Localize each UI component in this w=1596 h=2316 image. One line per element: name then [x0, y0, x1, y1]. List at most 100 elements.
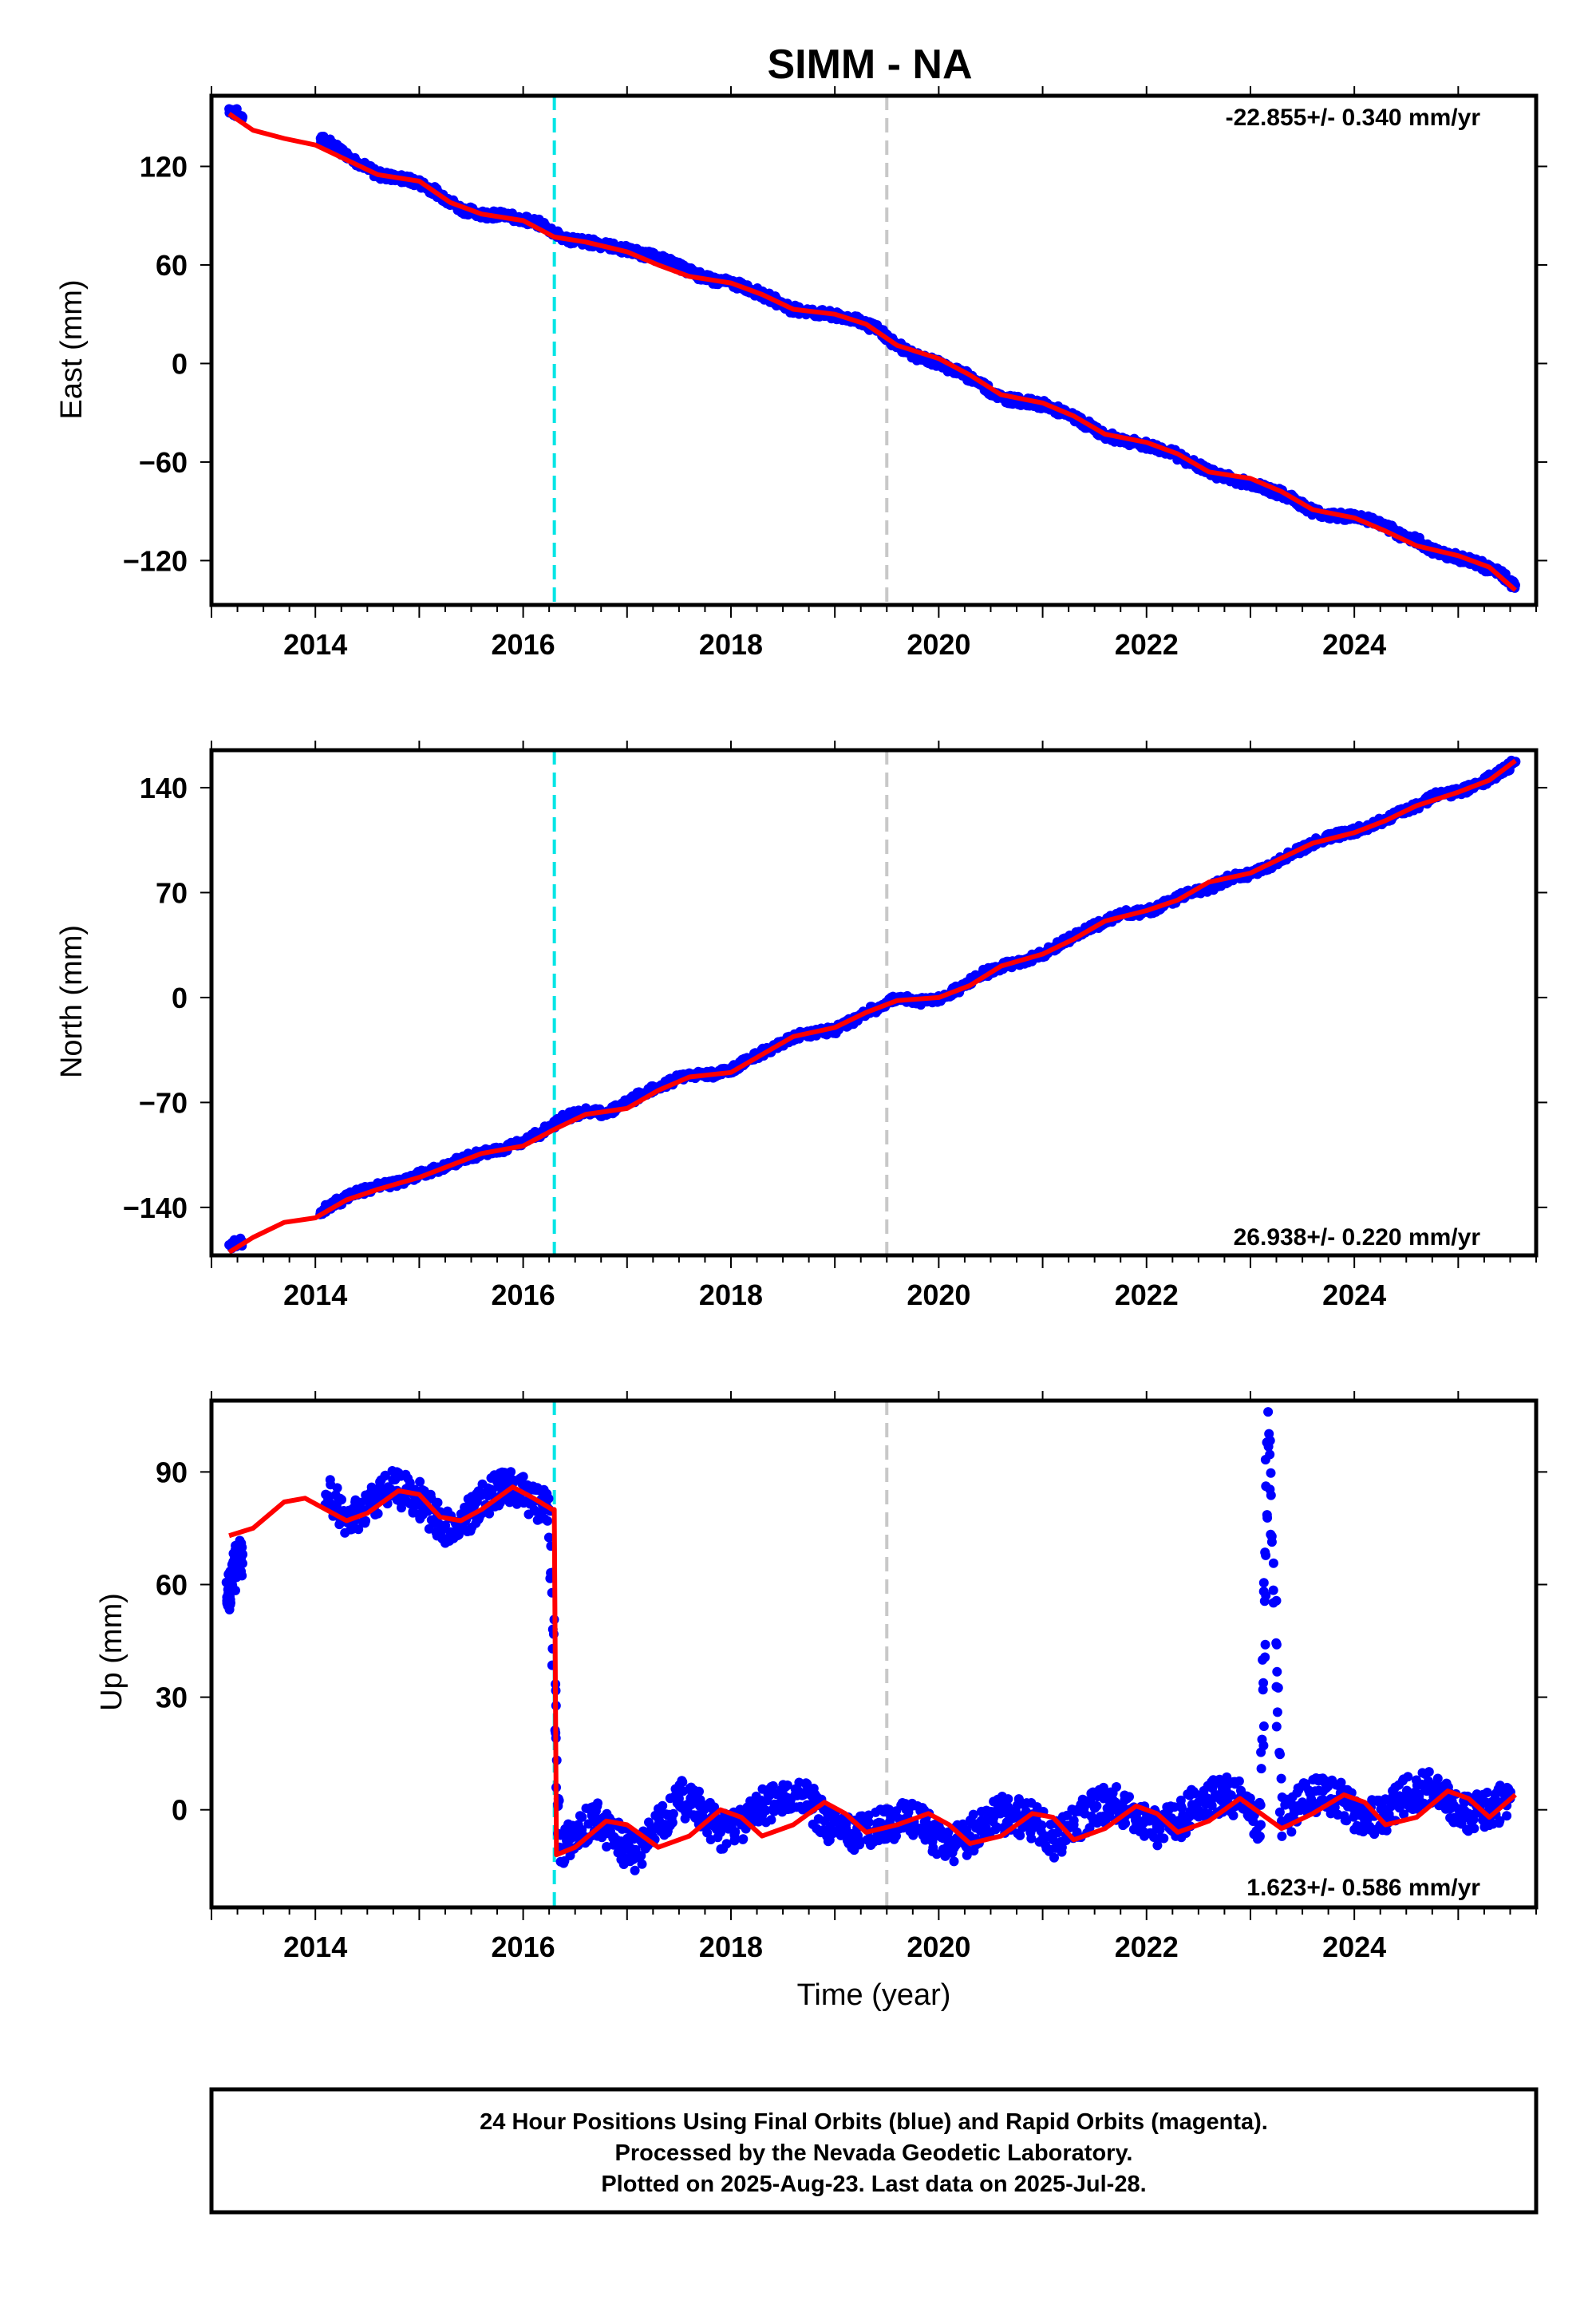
up-data-point [1276, 1773, 1286, 1784]
east-data-points [224, 104, 1520, 593]
up-x-tick-label: 2024 [1322, 1931, 1386, 1963]
east-y-tick-label: 60 [156, 249, 188, 282]
up-data-point [680, 1813, 690, 1824]
up-data-point [1268, 1585, 1278, 1595]
up-data-point [518, 1472, 528, 1482]
north-x-tick-label: 2024 [1322, 1279, 1386, 1311]
east-model-line [227, 112, 1517, 592]
east-x-tick-label: 2020 [907, 628, 970, 661]
east-x-tick-label: 2024 [1322, 628, 1386, 661]
north-rate-label: 26.938+/- 0.220 mm/yr [1234, 1224, 1481, 1251]
up-data-point [543, 1493, 554, 1504]
up-data-point [782, 1780, 792, 1790]
north-y-tick-label: −140 [123, 1192, 188, 1224]
up-data-point [1403, 1772, 1413, 1782]
up-y-tick-label: 30 [156, 1682, 188, 1714]
up-data-point [1443, 1782, 1453, 1792]
up-data-point [768, 1780, 778, 1791]
east-panel: East (mm) -22.855+/- 0.340 mm/yr 2014 201… [55, 86, 1547, 661]
up-data-point [593, 1798, 602, 1808]
up-data-point [794, 1777, 804, 1788]
up-data-point [968, 1809, 978, 1820]
up-data-point [658, 1800, 668, 1811]
north-model-line [227, 758, 1517, 1255]
up-data-point [360, 1518, 370, 1528]
up-data-point [1424, 1767, 1434, 1777]
footer-line-1: 24 Hour Positions Using Final Orbits (bl… [480, 2109, 1268, 2135]
up-data-point [415, 1476, 425, 1487]
up-data-point [1502, 1811, 1512, 1821]
up-rate-label: 1.623+/- 0.586 mm/yr [1246, 1875, 1480, 1901]
east-y-tick-label: 0 [172, 347, 188, 380]
up-data-point [506, 1467, 516, 1477]
up-x-tick-label: 2022 [1115, 1931, 1179, 1963]
up-data-point [674, 1793, 684, 1804]
up-data-point [1261, 1550, 1271, 1560]
up-data-point [721, 1839, 732, 1849]
up-data-point [694, 1786, 704, 1796]
up-data-point [1264, 1429, 1274, 1439]
up-data-point [1271, 1639, 1282, 1650]
up-data-point [1255, 1800, 1266, 1810]
up-data-point [1258, 1685, 1268, 1695]
footer-box [209, 2087, 1539, 2215]
up-data-point [1053, 1828, 1063, 1838]
north-plot-area [224, 750, 1521, 1255]
up-data-point [1256, 1820, 1266, 1830]
east-plot-area [224, 96, 1520, 605]
x-axis-label: Time (year) [797, 1978, 951, 2012]
up-data-point [1272, 1707, 1282, 1717]
up-data-point [440, 1520, 451, 1531]
up-data-point [231, 1585, 240, 1595]
up-data-point [1247, 1810, 1257, 1820]
north-frame [209, 748, 1539, 1258]
up-data-point [667, 1817, 678, 1828]
up-x-tick-label: 2020 [907, 1931, 970, 1963]
up-data-point [332, 1483, 342, 1493]
up-data-point [678, 1777, 688, 1787]
up-data-point [630, 1865, 640, 1875]
up-data-points [221, 1407, 1515, 1875]
up-data-point [1258, 1578, 1269, 1588]
east-y-tick-label: −60 [139, 446, 188, 479]
up-y-tick-label: 60 [156, 1568, 188, 1601]
up-data-point [1341, 1816, 1352, 1826]
up-data-point [855, 1836, 865, 1847]
up-data-point [1204, 1808, 1214, 1819]
up-data-point [738, 1834, 749, 1844]
up-data-point [1271, 1721, 1282, 1732]
north-x-tick-label: 2020 [907, 1279, 970, 1311]
up-data-point [1271, 1682, 1282, 1692]
up-data-point [943, 1827, 954, 1837]
up-data-point [1256, 1747, 1266, 1757]
east-y-tick-label: 120 [140, 150, 188, 183]
up-data-point [237, 1542, 247, 1552]
up-data-point [1381, 1825, 1392, 1836]
up-x-tick-label: 2018 [699, 1931, 763, 1963]
up-data-point [1274, 1748, 1285, 1757]
up-data-point [1120, 1818, 1131, 1828]
up-data-point [1495, 1816, 1505, 1826]
up-data-point [1057, 1842, 1067, 1852]
up-y-tick-label: 90 [156, 1456, 188, 1488]
up-data-point [1260, 1639, 1270, 1650]
up-model-line [228, 1484, 1517, 1858]
east-x-tick-label: 2018 [699, 628, 763, 661]
east-x-tick-label: 2014 [283, 628, 347, 661]
up-data-point [1469, 1824, 1479, 1834]
up-data-point [1258, 1721, 1269, 1731]
up-data-point [543, 1516, 553, 1526]
up-data-point [891, 1831, 901, 1841]
north-x-tick-label: 2022 [1115, 1279, 1179, 1311]
up-data-point [962, 1850, 972, 1860]
up-data-point [1175, 1800, 1186, 1811]
up-data-point [1245, 1793, 1255, 1804]
north-y-tick-label: 140 [140, 772, 188, 804]
up-data-point [1069, 1816, 1079, 1826]
east-y-axis-label: East (mm) [55, 279, 89, 419]
up-data-point [238, 1549, 248, 1559]
up-data-point [1049, 1852, 1059, 1863]
up-data-point [1124, 1792, 1134, 1802]
up-plot-area [221, 1401, 1517, 1907]
